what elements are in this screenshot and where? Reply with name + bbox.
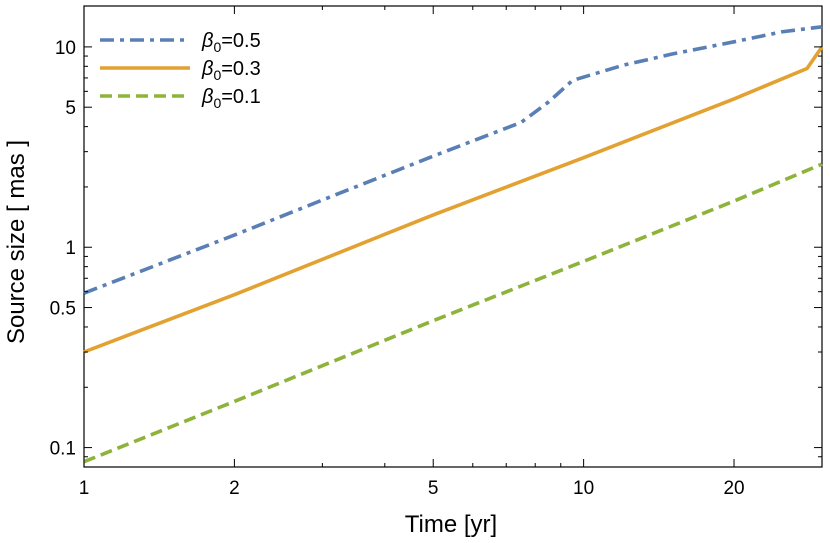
y-tick-label: 10 xyxy=(55,38,76,59)
y-tick-label: 0.1 xyxy=(50,439,76,460)
legend: β0=0.5 β0=0.3 β0=0.1 xyxy=(100,30,261,111)
legend-label-0: β0=0.5 xyxy=(201,30,261,55)
x-tick-label: 1 xyxy=(79,478,90,499)
y-tick-label: 0.5 xyxy=(50,299,76,320)
x-tick-label: 10 xyxy=(573,478,594,499)
series-line-1 xyxy=(83,45,824,354)
plot-frame xyxy=(83,5,823,468)
series-line-2 xyxy=(83,162,823,464)
y-tick-label: 5 xyxy=(65,98,76,119)
y-axis-ticks: 0.1 0.5 1 5 10 xyxy=(50,38,822,468)
legend-label-2: β0=0.1 xyxy=(201,86,261,111)
legend-label-1: β0=0.3 xyxy=(201,58,261,83)
series-line-0 xyxy=(83,25,823,295)
x-axis-ticks: 1 2 5 10 20 xyxy=(79,6,823,499)
y-axis-title: Source size [ mas ] xyxy=(3,140,30,344)
series-layer xyxy=(83,25,824,464)
x-tick-label: 5 xyxy=(428,478,439,499)
y-tick-label: 1 xyxy=(65,238,76,259)
x-tick-label: 20 xyxy=(723,478,744,499)
x-tick-label: 2 xyxy=(229,478,240,499)
x-axis-title: Time [yr] xyxy=(405,511,497,538)
plot-border xyxy=(83,5,823,468)
